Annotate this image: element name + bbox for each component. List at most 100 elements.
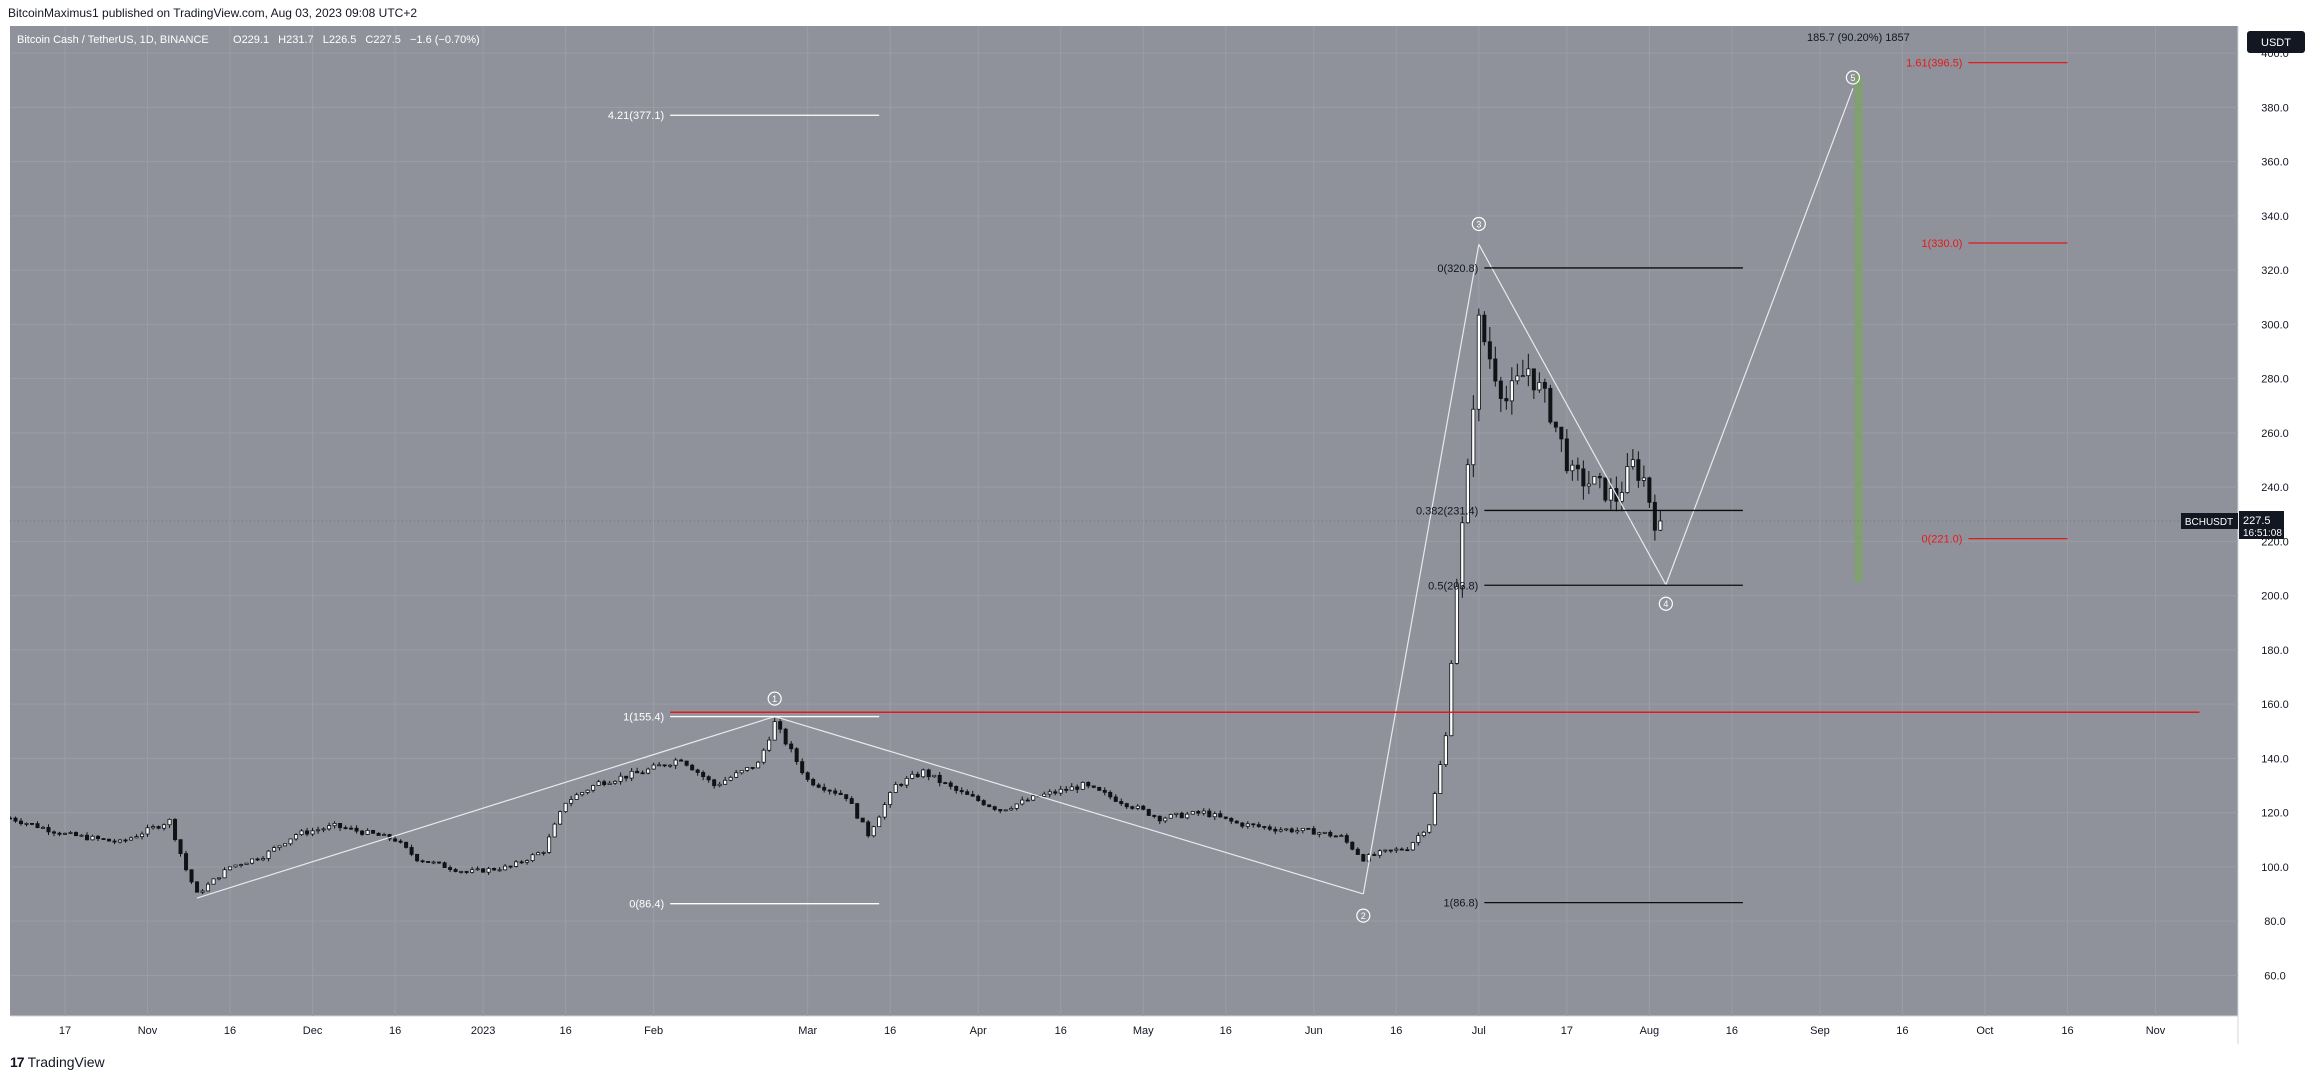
- drawings: 4.21(377.1) 1(155.4) 0(86.4) 0(320.8) 0.382(…: [10, 32, 2238, 923]
- candle-body: [1427, 824, 1432, 833]
- y-tick-label: 220.0: [2261, 536, 2289, 548]
- candle-body: [1597, 475, 1602, 479]
- candle-body: [1086, 781, 1091, 787]
- x-tick-label: 17: [1561, 1025, 1573, 1037]
- candle-body: [761, 749, 766, 763]
- currency-badge-bg[interactable]: [2247, 31, 2305, 53]
- wave-label-4: 4: [1663, 599, 1668, 609]
- candle-body: [30, 822, 35, 825]
- y-tick-label: 320.0: [2261, 265, 2289, 277]
- tradingview-logo[interactable]: 17 TradingView: [10, 1054, 105, 1070]
- candle-body: [849, 798, 854, 804]
- candle-body: [965, 791, 970, 795]
- candle-body: [635, 770, 640, 774]
- chart-area[interactable]: 4.21(377.1) 1(155.4) 0(86.4) 0(320.8) 0.382(…: [10, 26, 2315, 1044]
- candle-body: [1465, 464, 1470, 524]
- candle-body: [1416, 835, 1421, 843]
- candle-body: [1454, 586, 1459, 664]
- candle-body: [10, 817, 13, 820]
- currency-badge-label[interactable]: USDT: [2261, 37, 2291, 49]
- candle-body: [426, 861, 431, 863]
- candle-body: [442, 862, 447, 868]
- candle-body: [536, 852, 541, 856]
- candle-body: [1223, 816, 1228, 819]
- candle-body: [481, 868, 486, 873]
- candle-body: [1515, 375, 1520, 382]
- candle-body: [783, 728, 788, 745]
- candle-body: [1449, 662, 1454, 737]
- time-axis[interactable]: 17 Nov 16 Dec 16 2023 16 Feb Mar 16 Apr 16 May 16 Jun 1…: [59, 1025, 2166, 1037]
- candle-body: [1333, 835, 1338, 838]
- candle-body: [877, 816, 882, 828]
- candle-body: [1113, 796, 1118, 802]
- candle-body: [1476, 314, 1481, 410]
- candle-body: [35, 823, 40, 829]
- publish-header: BitcoinMaximus1 published on TradingView…: [0, 0, 2315, 26]
- candle-body: [1537, 381, 1542, 391]
- candle-body: [1658, 520, 1663, 531]
- candle-body: [1399, 848, 1404, 851]
- candle-body: [1592, 475, 1597, 485]
- candle-body: [1317, 832, 1322, 835]
- candle-body: [338, 822, 343, 829]
- candle-body: [800, 761, 805, 774]
- y-tick-label: 200.0: [2261, 591, 2289, 603]
- candle-body: [899, 783, 904, 786]
- candle-body: [1069, 786, 1074, 791]
- candle-body: [1108, 791, 1113, 798]
- currency-badge[interactable]: USDT: [2247, 31, 2305, 53]
- candle-body: [1273, 828, 1278, 832]
- candle-body: [937, 774, 942, 783]
- candle-body: [464, 871, 469, 873]
- candle-body: [1509, 380, 1514, 402]
- candle-body: [1553, 421, 1558, 428]
- candle-body: [948, 782, 953, 787]
- candle-body: [992, 806, 997, 810]
- candle-body: [1498, 380, 1503, 399]
- candle-body: [1410, 842, 1415, 851]
- tradingview-logo-text: TradingView: [27, 1054, 105, 1070]
- candle-body: [107, 838, 112, 842]
- time-axis-background: [10, 1016, 2238, 1044]
- candle-body: [200, 890, 205, 893]
- y-tick-label: 160.0: [2261, 699, 2289, 711]
- candle-body: [866, 821, 871, 837]
- candle-body: [250, 858, 255, 864]
- candle-body: [1630, 459, 1635, 467]
- candle-body: [316, 829, 321, 832]
- grid: [10, 26, 2238, 1016]
- symbol-legend: Bitcoin Cash / TetherUS, 1D, BINANCE O22…: [17, 34, 480, 46]
- candle-body: [794, 748, 799, 763]
- candle-body: [1306, 827, 1311, 830]
- candle-body: [1647, 477, 1652, 503]
- candle-body: [1190, 811, 1195, 815]
- candle-body: [646, 768, 651, 774]
- y-tick-label: 260.0: [2261, 428, 2289, 440]
- wave-label-2: 2: [1361, 911, 1366, 921]
- candle-body: [173, 818, 178, 841]
- candle-body: [954, 786, 959, 791]
- candle-body: [778, 721, 783, 730]
- x-tick-label: Dec: [303, 1025, 323, 1037]
- fib-black-label: 0.382(231.4): [1416, 505, 1478, 517]
- candle-body: [981, 800, 986, 806]
- candle-body: [360, 830, 365, 835]
- x-tick-label: Jul: [1472, 1025, 1486, 1037]
- price-axis[interactable]: 400.0380.0360.0340.0320.0300.0280.0260.0…: [2181, 48, 2289, 982]
- candle-body: [1383, 849, 1388, 852]
- candle-body: [1355, 848, 1360, 855]
- candle-body: [74, 832, 79, 837]
- candle-body: [1075, 786, 1080, 790]
- candle-body: [431, 861, 436, 864]
- candle-body: [1119, 801, 1124, 805]
- candle-body: [1058, 788, 1063, 794]
- price-chart[interactable]: 4.21(377.1) 1(155.4) 0(86.4) 0(320.8) 0.382(…: [10, 26, 2315, 1044]
- candle-body: [1289, 828, 1294, 833]
- candle-body: [343, 827, 348, 830]
- fib-red-label: 0(221.0): [1921, 534, 1962, 546]
- symbol-tag-text: BCHUSDT: [2185, 517, 2233, 528]
- price-tag-countdown: 16:51:08: [2243, 528, 2282, 539]
- candle-body: [519, 861, 524, 864]
- candle-body: [723, 779, 728, 785]
- candle-body: [1020, 799, 1025, 805]
